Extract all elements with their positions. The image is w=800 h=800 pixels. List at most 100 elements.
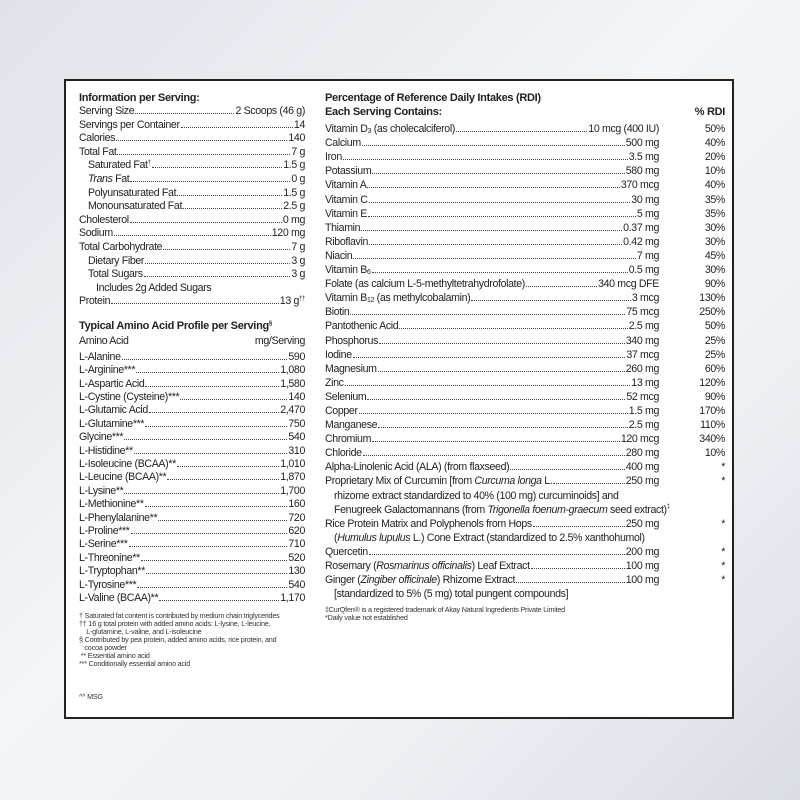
rdi-amount: 0.37 mg bbox=[623, 221, 659, 234]
rdi-label-value: Niacin 7 mg bbox=[325, 249, 659, 263]
nutrient-row: Total Carbohydrate 7 g bbox=[79, 241, 305, 255]
label-part: Vitamin B bbox=[325, 264, 367, 277]
label-part: Curcuma longa bbox=[474, 475, 542, 488]
row-label: rhizome extract standardized to 40% (100… bbox=[334, 489, 619, 502]
row-label: Calcium bbox=[325, 137, 361, 150]
dot-leader bbox=[145, 425, 288, 427]
value-text: 1.5 g bbox=[283, 186, 305, 199]
rdi-header-row: Each Serving Contains: % RDI bbox=[325, 105, 725, 119]
rdi-row: Fenugreek Galactomannans (from Trigonell… bbox=[325, 503, 725, 517]
nutrient-value: 0 mg bbox=[283, 214, 306, 228]
rdi-label-value: Iron 3.5 mg bbox=[325, 150, 659, 164]
rdi-percent: 50% bbox=[704, 123, 726, 136]
amino-row: L-Lysine** 1,700 bbox=[79, 485, 305, 498]
rdi-row: Alpha-Linolenic Acid (ALA) (from flaxsee… bbox=[325, 460, 725, 474]
dot-leader bbox=[399, 328, 628, 330]
row-label: L-Phenylalanine** bbox=[79, 511, 158, 524]
value-text: 7 g bbox=[291, 145, 305, 158]
rdi-row: Rice Protein Matrix and Polyphenols from… bbox=[325, 517, 725, 531]
amino-row: L-Glutamic Acid 2,470 bbox=[79, 404, 305, 417]
dot-leader bbox=[342, 159, 628, 161]
rdi-percent: * bbox=[721, 461, 725, 474]
dot-leader bbox=[553, 483, 625, 485]
rdi-amount: 250 mg bbox=[625, 475, 660, 488]
rdi-label-value: Vitamin C 30 mg bbox=[325, 193, 659, 207]
rdi-percent: * bbox=[721, 517, 725, 530]
value-text: 13 g bbox=[279, 295, 300, 308]
dot-leader bbox=[117, 153, 291, 155]
nutrient-value: 140 bbox=[288, 132, 305, 146]
label-part: ) Rhizome Extract bbox=[436, 574, 516, 587]
nutrient-row: Polyunsaturated Fat 1.5 g bbox=[79, 187, 305, 201]
amino-value: 310 bbox=[288, 444, 305, 457]
nutrient-row: Dietary Fiber 3 g bbox=[79, 255, 305, 269]
rdi-label-value: Fenugreek Galactomannans (from Trigonell… bbox=[325, 503, 670, 517]
value-text: 7 g bbox=[291, 240, 305, 253]
amino-footnotes: † Saturated fat content is contributed b… bbox=[79, 612, 305, 668]
nutrient-row: Sodium 120 mg bbox=[79, 227, 305, 241]
label-part: 12 bbox=[367, 297, 375, 305]
dot-leader bbox=[135, 113, 235, 114]
amino-col-unit: mg/Serving bbox=[254, 334, 305, 347]
value-text: 120 mg bbox=[271, 227, 306, 240]
info-table: Serving Size 2 Scoops (46 g) Servings per … bbox=[79, 105, 305, 309]
footnote: L-glutamine, L-valine, and L-isoleucine bbox=[79, 627, 202, 637]
value-text: 1.5 g bbox=[283, 159, 305, 172]
label-part: seed extract) bbox=[607, 503, 667, 516]
dot-leader bbox=[379, 342, 625, 344]
rdi-amount: 37 mcg bbox=[626, 348, 659, 361]
label-part: L. bbox=[541, 475, 553, 488]
label-part: ‡ bbox=[666, 503, 670, 510]
rdi-amount: 75 mcg bbox=[626, 306, 659, 319]
amino-value: 620 bbox=[288, 524, 305, 537]
rdi-amount: 1.5 mg bbox=[628, 404, 660, 417]
rdi-row: Vitamin B12 (as methylcobalamin) 3 mcg 130… bbox=[325, 291, 725, 305]
rdi-table: Vitamin D3 (as cholecalciferol) 10 mcg (4… bbox=[325, 122, 725, 601]
dot-leader bbox=[163, 248, 291, 250]
nutrient-row: Cholesterol 0 mg bbox=[79, 214, 305, 228]
rdi-percent: 90% bbox=[704, 390, 726, 403]
rdi-col-header: % RDI bbox=[694, 106, 726, 118]
dot-leader bbox=[183, 208, 283, 210]
rdi-label-value: Vitamin B6 0.5 mg bbox=[325, 263, 659, 277]
row-label: Manganese bbox=[325, 419, 378, 432]
amino-title: Typical Amino Acid Profile per Serving§ bbox=[79, 320, 305, 333]
dot-leader bbox=[124, 439, 288, 441]
footnote: ‡CurQfen® is a registered trademark of A… bbox=[325, 605, 565, 615]
footnote: § Contributed by pea protein, added amin… bbox=[79, 635, 277, 645]
row-label: Cholesterol bbox=[79, 213, 129, 226]
dot-leader bbox=[130, 180, 291, 182]
rdi-row: rhizome extract standardized to 40% (100… bbox=[325, 489, 725, 503]
row-label: Trans Fat bbox=[88, 173, 130, 187]
rdi-percent: 170% bbox=[699, 404, 725, 417]
label-part: Ginger ( bbox=[325, 574, 361, 587]
dot-leader bbox=[371, 272, 628, 274]
rdi-amount: 0.42 mg bbox=[623, 235, 659, 248]
label-part: Proprietary Mix of Curcumin [from bbox=[325, 475, 475, 488]
rdi-row: Proprietary Mix of Curcumin [from Curcum… bbox=[325, 474, 725, 488]
rdi-label-value: Thiamin 0.37 mg bbox=[325, 221, 659, 235]
dot-leader bbox=[148, 412, 280, 414]
rdi-label-value: Selenium 52 mcg bbox=[325, 390, 659, 404]
rdi-amount: 400 mg bbox=[625, 461, 660, 474]
row-label: [standardized to 5% (5 mg) total pungent… bbox=[334, 588, 569, 601]
nutrient-row: Saturated Fat† 1.5 g bbox=[79, 159, 305, 173]
rdi-percent: 40% bbox=[704, 179, 726, 192]
dot-leader bbox=[176, 466, 280, 468]
dot-leader bbox=[369, 243, 623, 245]
row-label: Phosphorus bbox=[325, 334, 379, 347]
amino-value: 1,010 bbox=[280, 458, 305, 471]
amino-value: 540 bbox=[288, 578, 305, 591]
rdi-percent: 130% bbox=[699, 292, 725, 305]
dot-leader bbox=[368, 201, 631, 203]
dot-leader bbox=[361, 229, 623, 231]
rdi-label-value: Vitamin A 370 mcg bbox=[325, 178, 659, 192]
rdi-amount: 0.5 mg bbox=[628, 264, 660, 277]
rdi-percent: 90% bbox=[704, 278, 726, 291]
row-label: Zinc bbox=[325, 376, 344, 389]
row-label: Thiamin bbox=[325, 221, 361, 234]
footnote: *** Conditionally essential amino acid bbox=[79, 659, 191, 669]
rdi-label-value: rhizome extract standardized to 40% (100… bbox=[325, 489, 668, 503]
row-label: Dietary Fiber bbox=[88, 254, 145, 267]
dot-leader bbox=[158, 519, 288, 521]
